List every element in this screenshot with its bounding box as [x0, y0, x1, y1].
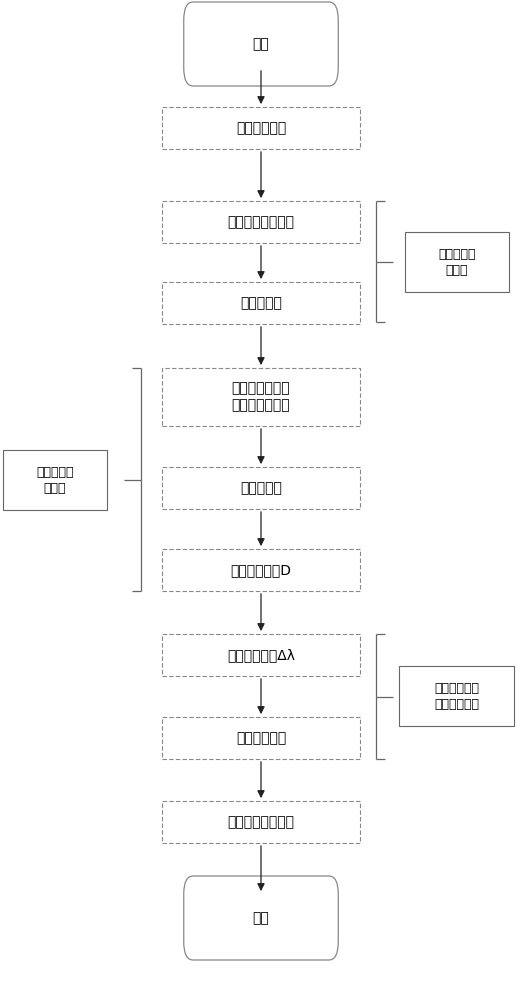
Text: 确定数据间隔Δλ: 确定数据间隔Δλ	[227, 648, 295, 662]
Text: 确定数据间隔
得到三点坐标: 确定数据间隔 得到三点坐标	[434, 682, 479, 710]
FancyBboxPatch shape	[3, 450, 107, 510]
FancyBboxPatch shape	[184, 2, 338, 86]
Text: 确定窗口处
理大小: 确定窗口处 理大小	[438, 247, 476, 276]
FancyBboxPatch shape	[184, 876, 338, 960]
FancyBboxPatch shape	[162, 282, 360, 324]
FancyBboxPatch shape	[399, 666, 514, 726]
Text: 获得稀疏光
谱数据: 获得稀疏光 谱数据	[36, 466, 74, 494]
Text: 结束: 结束	[253, 911, 269, 925]
Text: 得到三点坐标: 得到三点坐标	[236, 731, 286, 745]
FancyBboxPatch shape	[162, 634, 360, 676]
FancyBboxPatch shape	[162, 467, 360, 509]
FancyBboxPatch shape	[162, 201, 360, 243]
FancyBboxPatch shape	[405, 232, 509, 292]
FancyBboxPatch shape	[162, 549, 360, 591]
Text: 求一阶导数: 求一阶导数	[240, 296, 282, 310]
Text: 五点平滑处理数据: 五点平滑处理数据	[228, 215, 294, 229]
Text: 开始: 开始	[253, 37, 269, 51]
FancyBboxPatch shape	[162, 801, 360, 843]
Text: 计算得到中心波长: 计算得到中心波长	[228, 815, 294, 829]
FancyBboxPatch shape	[162, 107, 360, 149]
Text: 设置重采样间隔
进行重采样处理: 设置重采样间隔 进行重采样处理	[232, 381, 290, 413]
Text: 输入光谱数据: 输入光谱数据	[236, 121, 286, 135]
Text: 得到最大值点D: 得到最大值点D	[231, 563, 291, 577]
FancyBboxPatch shape	[162, 717, 360, 759]
FancyBboxPatch shape	[162, 368, 360, 426]
Text: 多项式拟合: 多项式拟合	[240, 481, 282, 495]
